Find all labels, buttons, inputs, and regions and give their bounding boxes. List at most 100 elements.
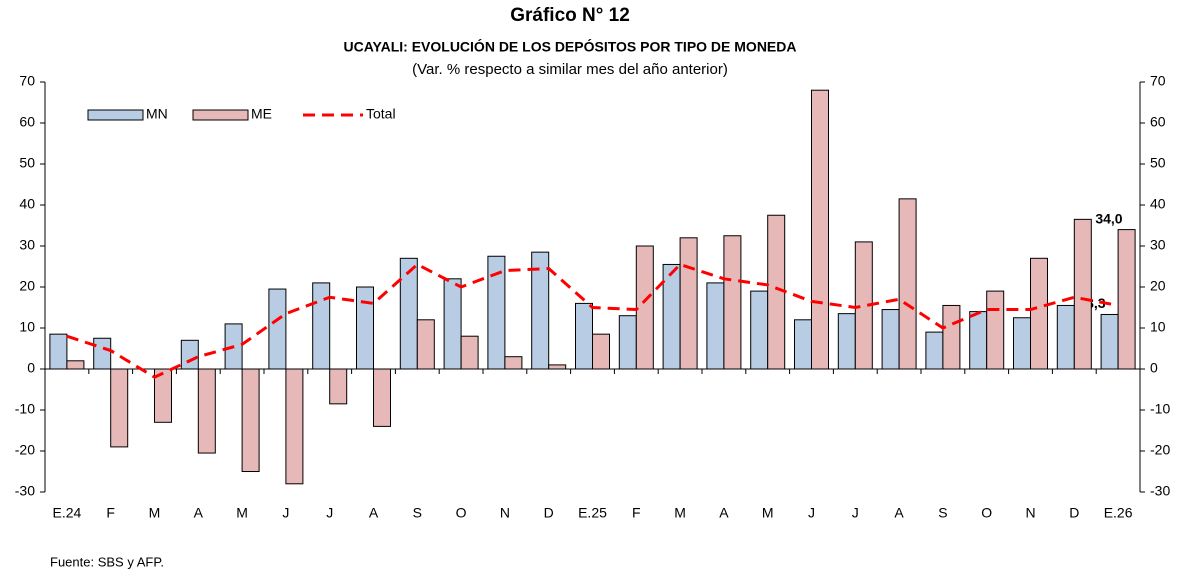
bar xyxy=(794,319,812,370)
bar xyxy=(942,304,961,370)
source-note: Fuente: SBS y AFP. xyxy=(50,554,164,569)
bar xyxy=(575,302,593,370)
bar xyxy=(811,89,829,370)
x-tick-label: S xyxy=(413,505,422,521)
bar xyxy=(706,282,725,370)
bar xyxy=(241,368,260,472)
legend-swatch xyxy=(192,109,249,121)
y-tick-label: 20 xyxy=(19,278,35,294)
bar xyxy=(1013,317,1031,370)
y2-tick-label: 70 xyxy=(1150,73,1166,89)
x-tick-label: M xyxy=(149,505,161,521)
data-label: 34,0 xyxy=(1095,210,1122,226)
y-tick-label: 40 xyxy=(19,196,35,212)
x-tick-label: F xyxy=(106,505,115,521)
y-tick-label: 70 xyxy=(19,73,35,89)
x-tick-label: J xyxy=(808,505,815,521)
bar xyxy=(662,263,681,370)
bar xyxy=(881,309,900,370)
y2-tick-label: -10 xyxy=(1150,401,1170,417)
x-tick-label: D xyxy=(1069,505,1079,521)
y2-tick-label: 20 xyxy=(1150,278,1166,294)
bar xyxy=(312,282,331,370)
bar xyxy=(110,368,129,448)
x-tick-label: F xyxy=(632,505,641,521)
legend-swatch xyxy=(87,109,144,121)
y-tick-label: 0 xyxy=(27,360,35,376)
bar xyxy=(443,278,462,370)
bar xyxy=(548,364,567,370)
x-tick-label: M xyxy=(762,505,774,521)
bar xyxy=(416,319,435,370)
bar xyxy=(723,235,742,370)
bar xyxy=(66,360,85,370)
y2-tick-label: -30 xyxy=(1150,483,1170,499)
x-tick-label: A xyxy=(369,505,379,521)
bar xyxy=(356,286,374,370)
chart-title: Gráfico N° 12 xyxy=(510,5,630,26)
legend-label: Total xyxy=(366,106,396,122)
y-tick-label: 60 xyxy=(19,114,35,130)
x-tick-label: J xyxy=(326,505,333,521)
bar xyxy=(1100,313,1119,370)
bar xyxy=(1030,257,1048,370)
bar xyxy=(373,368,391,427)
y-tick-label: -10 xyxy=(15,401,35,417)
y2-tick-label: 60 xyxy=(1150,114,1166,130)
bar xyxy=(969,311,988,370)
bar xyxy=(925,331,944,370)
y2-tick-label: 0 xyxy=(1150,360,1158,376)
x-tick-label: E.25 xyxy=(578,505,607,521)
y-tick-label: -20 xyxy=(15,442,35,458)
bar xyxy=(1073,218,1092,370)
line xyxy=(66,262,1119,379)
chart-subtitle: (Var. % respecto a similar mes del año a… xyxy=(412,61,728,78)
bar xyxy=(750,290,769,370)
x-tick-label: E.26 xyxy=(1104,505,1133,521)
x-tick-label: O xyxy=(456,505,467,521)
bar xyxy=(837,313,856,370)
y-tick-label: -30 xyxy=(15,483,35,499)
bar xyxy=(767,214,786,370)
bar xyxy=(460,335,479,370)
x-tick-label: J xyxy=(852,505,859,521)
bar xyxy=(592,333,610,370)
x-tick-label: M xyxy=(674,505,686,521)
bar xyxy=(49,333,68,370)
x-tick-label: A xyxy=(894,505,904,521)
bar xyxy=(197,368,216,454)
y-tick-label: 10 xyxy=(19,319,35,335)
x-tick-label: O xyxy=(981,505,992,521)
x-tick-label: E.24 xyxy=(52,505,81,521)
legend-label: ME xyxy=(251,106,272,122)
legend-label: MN xyxy=(146,106,168,122)
x-tick-label: A xyxy=(719,505,729,521)
x-tick-label: M xyxy=(236,505,248,521)
bar xyxy=(1117,229,1136,370)
y2-tick-label: 50 xyxy=(1150,155,1166,171)
y2-tick-label: 10 xyxy=(1150,319,1166,335)
bar xyxy=(1056,304,1075,370)
chart-subtitle: UCAYALI: EVOLUCIÓN DE LOS DEPÓSITOS POR … xyxy=(344,38,797,55)
x-tick-label: D xyxy=(544,505,554,521)
bar xyxy=(635,245,654,370)
x-tick-label: A xyxy=(194,505,204,521)
x-tick-label: J xyxy=(282,505,289,521)
bar xyxy=(329,368,348,405)
bar xyxy=(268,288,287,370)
bar xyxy=(399,257,418,370)
bar xyxy=(504,356,523,370)
x-tick-label: N xyxy=(500,505,510,521)
bar xyxy=(618,315,637,370)
y-tick-label: 30 xyxy=(19,237,35,253)
x-tick-label: S xyxy=(938,505,947,521)
bar xyxy=(285,368,304,485)
bar xyxy=(898,198,917,370)
x-tick-label: N xyxy=(1025,505,1035,521)
bar xyxy=(93,337,112,370)
bar xyxy=(180,339,199,370)
y2-tick-label: 40 xyxy=(1150,196,1166,212)
y2-tick-label: -20 xyxy=(1150,442,1170,458)
y-tick-label: 50 xyxy=(19,155,35,171)
